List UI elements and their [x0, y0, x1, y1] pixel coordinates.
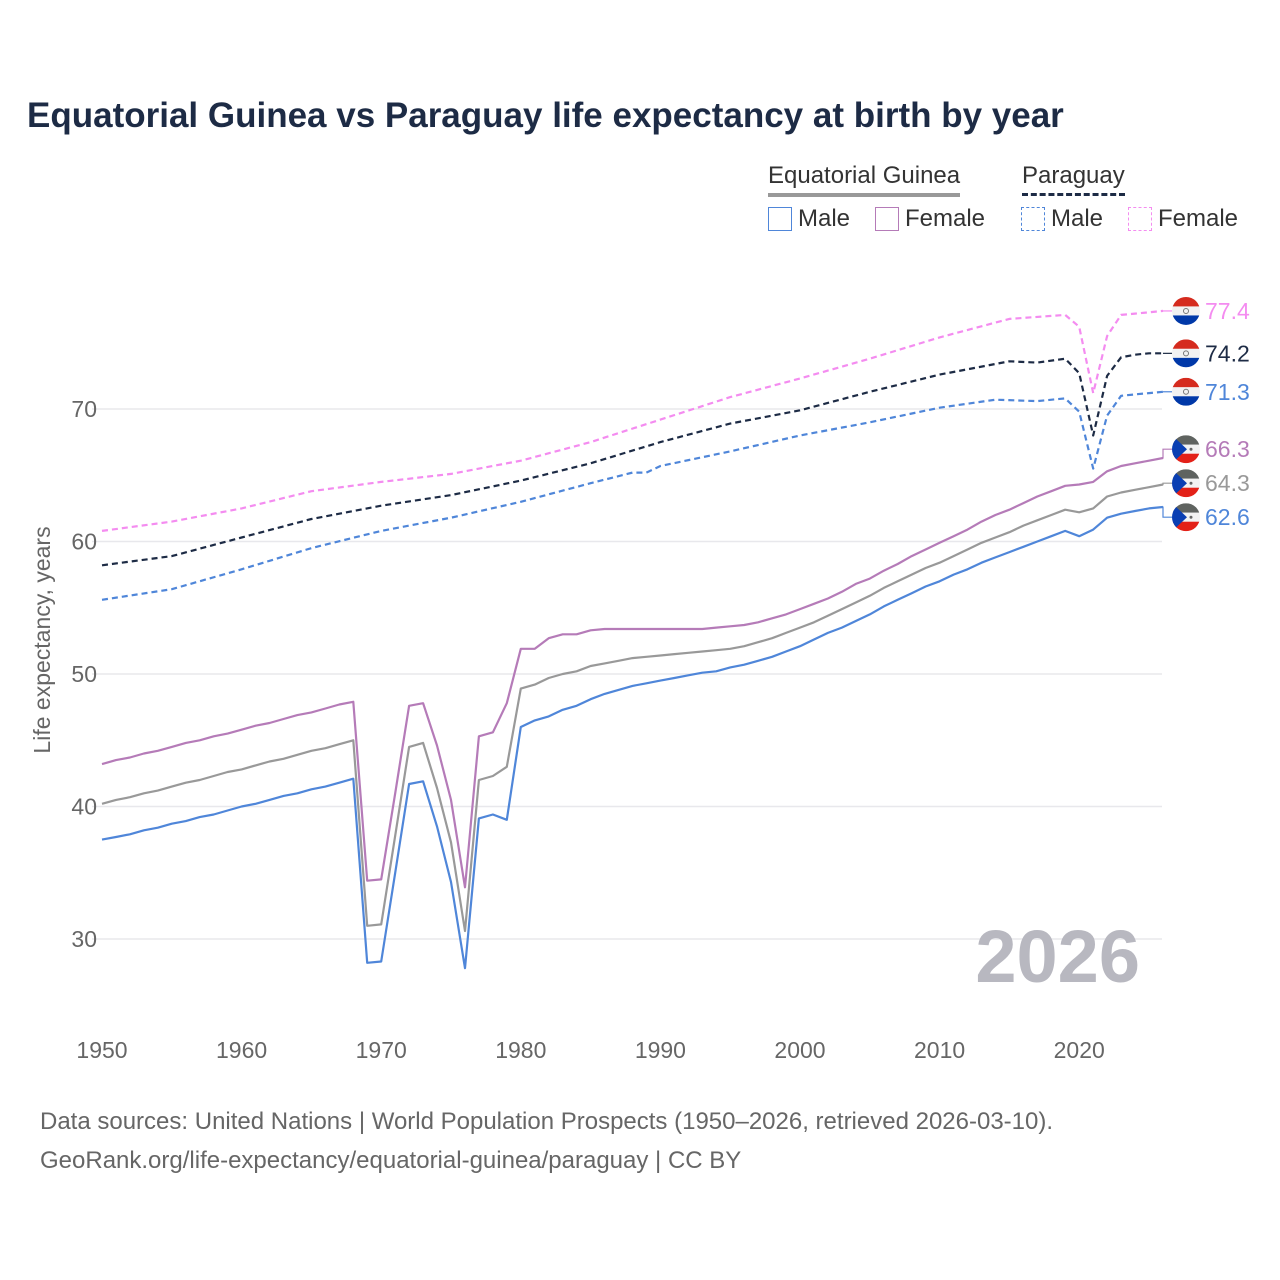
equatorial-guinea-flag-icon [1172, 503, 1200, 532]
end-value-label: 71.3 [1205, 379, 1250, 405]
series-line-paraguay-female [101, 309, 1164, 532]
legend-swatch [1128, 207, 1152, 231]
legend-group-label: Paraguay [1022, 162, 1125, 189]
legend-swatch [1021, 207, 1045, 231]
legend-group-paraguay: Paraguay [1022, 162, 1125, 196]
year-watermark: 2026 [975, 915, 1140, 998]
end-value-label: 66.3 [1205, 436, 1250, 462]
chart-title: Equatorial Guinea vs Paraguay life expec… [27, 96, 1064, 135]
x-tick-label: 1980 [495, 1037, 546, 1063]
legend-swatch [768, 207, 792, 231]
footer-link[interactable]: GeoRank.org/life-expectancy/equatorial-g… [40, 1147, 742, 1174]
series-line-equatorial-guinea-female [101, 456, 1164, 889]
x-tick-label: 2010 [914, 1037, 965, 1063]
end-value-label: 77.4 [1205, 298, 1250, 324]
x-tick-label: 1960 [216, 1037, 267, 1063]
y-tick-label: 70 [71, 396, 97, 422]
equatorial-guinea-flag-icon [1172, 435, 1200, 464]
end-value-label: 74.2 [1205, 340, 1250, 366]
x-tick-label: 1990 [635, 1037, 686, 1063]
paraguay-flag-icon [1172, 377, 1200, 406]
x-tick-label: 2020 [1054, 1037, 1105, 1063]
legend-label: Female [905, 205, 986, 232]
series-line-equatorial-guinea-male [101, 505, 1164, 970]
series-line-equatorial-guinea [101, 483, 1164, 933]
x-tick-label: 1950 [76, 1037, 127, 1063]
y-tick-label: 60 [71, 529, 97, 555]
legend-group-underline [768, 193, 961, 197]
legend-group-underline [1022, 193, 1125, 196]
label-connector [1162, 482, 1172, 486]
legend-group-equatorial-guinea: Equatorial Guinea [768, 162, 961, 197]
legend-item-py-female[interactable]: Female [1128, 205, 1238, 233]
series-line-paraguay [101, 352, 1163, 567]
legend-item-py-male[interactable]: Male [1021, 205, 1103, 233]
legend-group-label: Equatorial Guinea [768, 162, 961, 189]
y-tick-label: 50 [71, 661, 97, 687]
equatorial-guinea-flag-icon [1172, 469, 1200, 498]
x-tick-label: 2000 [774, 1037, 825, 1063]
y-tick-label: 30 [71, 926, 97, 952]
end-value-label: 64.3 [1205, 470, 1250, 496]
legend-swatch [875, 207, 899, 231]
series-line-paraguay-male [101, 390, 1164, 601]
x-tick-label: 1970 [356, 1037, 407, 1063]
legend-label: Female [1158, 205, 1239, 232]
paraguay-flag-icon [1172, 296, 1200, 325]
legend-item-eg-female[interactable]: Female [875, 205, 985, 233]
legend-label: Male [1051, 205, 1104, 232]
y-tick-label: 40 [71, 794, 97, 820]
footer-sources: Data sources: United Nations | World Pop… [40, 1108, 1054, 1135]
y-axis-label: Life expectancy, years [29, 526, 55, 753]
legend-item-eg-male[interactable]: Male [768, 205, 850, 233]
end-value-label: 62.6 [1205, 504, 1250, 530]
paraguay-flag-icon [1172, 339, 1200, 368]
label-connector [1162, 506, 1172, 518]
legend-label: Male [798, 205, 851, 232]
label-connector [1162, 448, 1172, 459]
